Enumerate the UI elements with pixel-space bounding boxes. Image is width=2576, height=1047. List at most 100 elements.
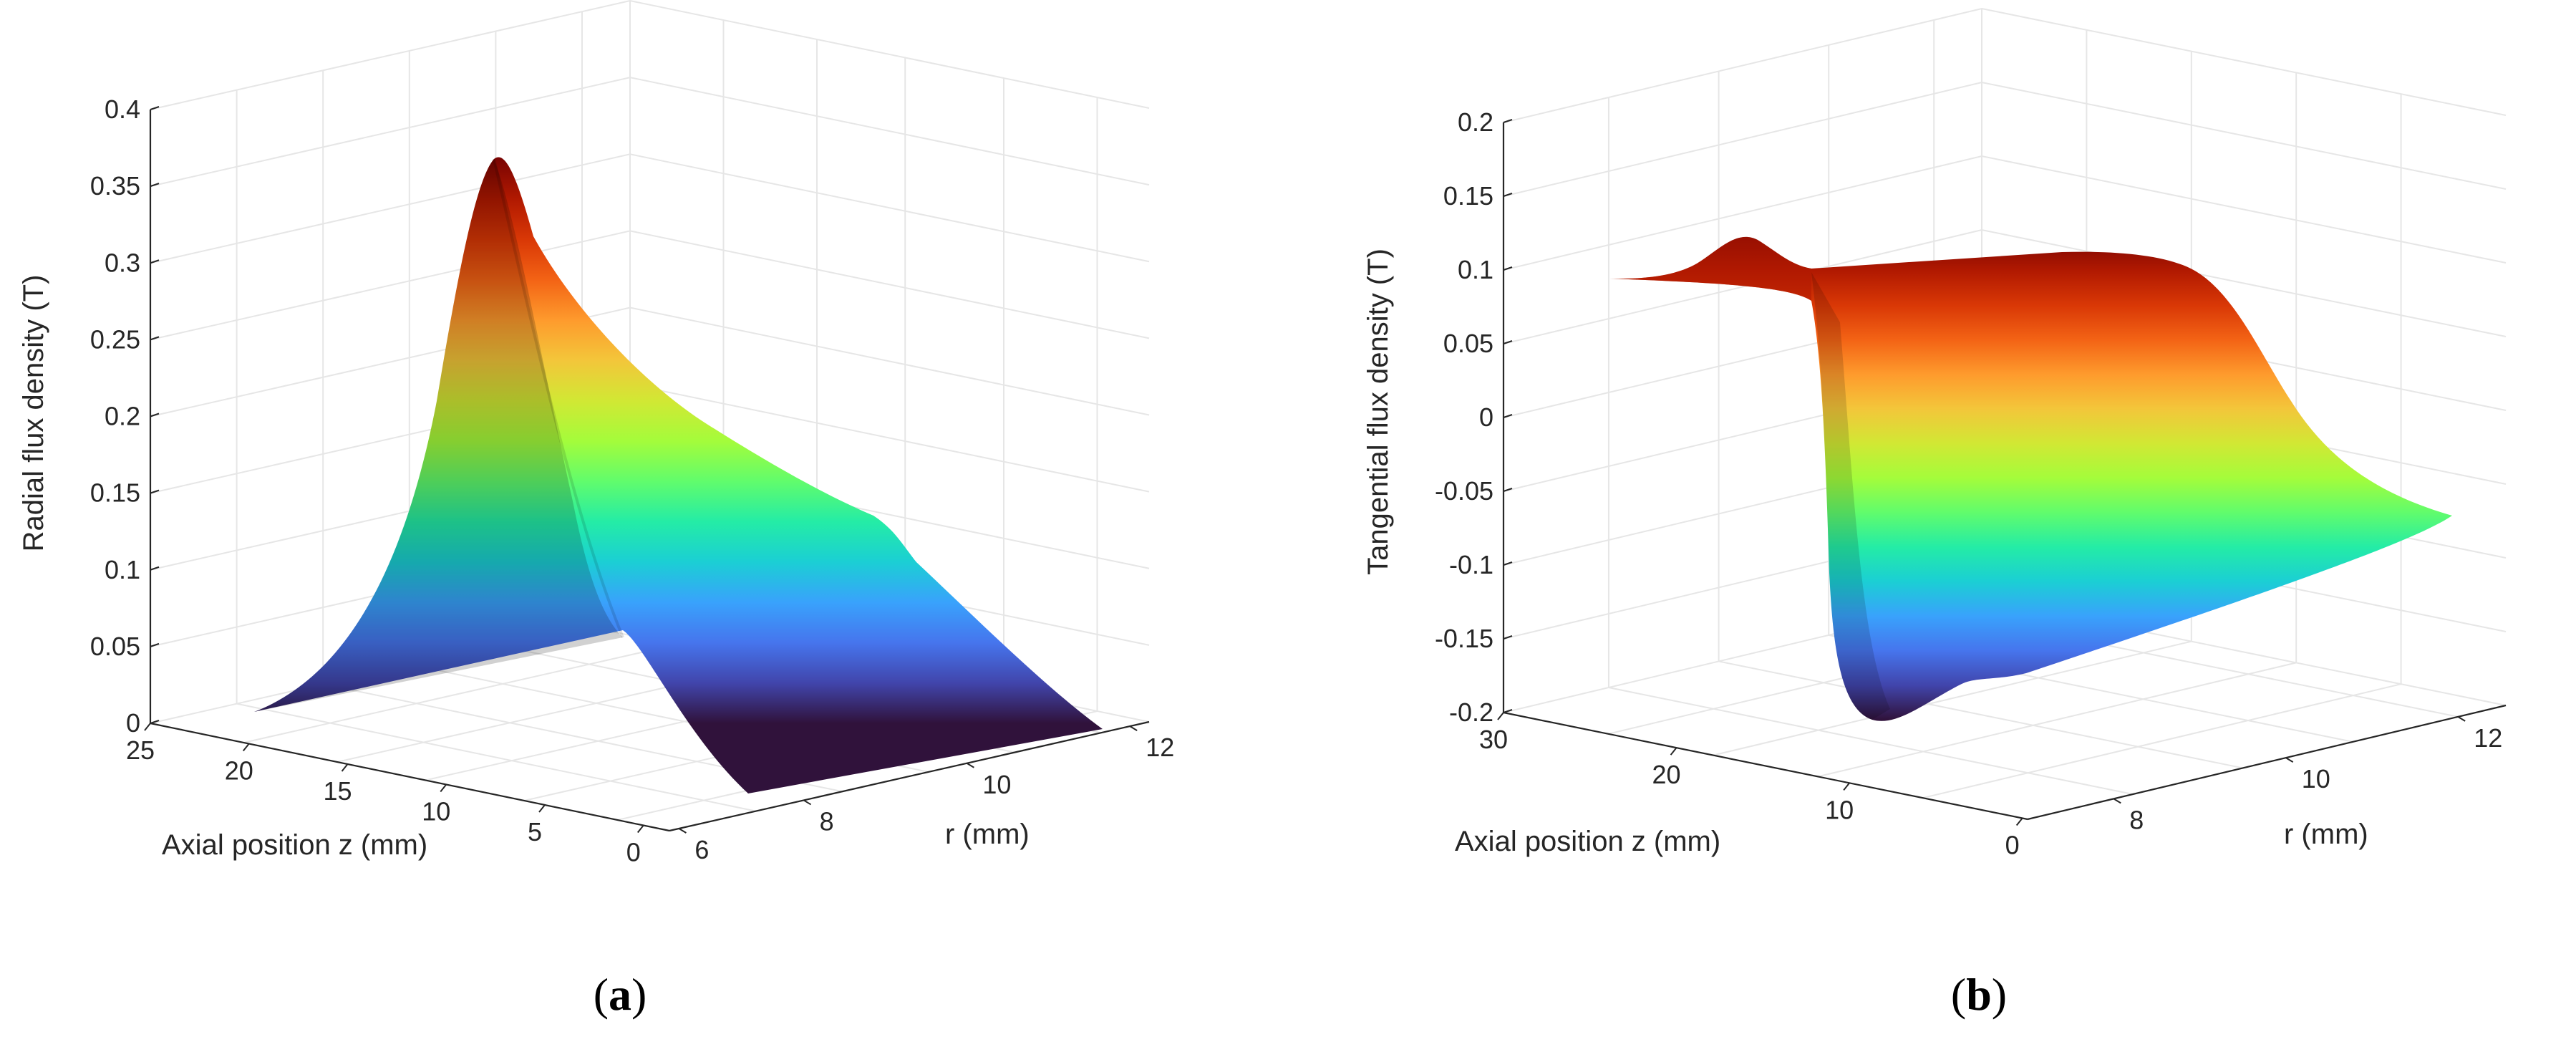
surface-face-b: [1609, 236, 2452, 721]
z-tick-mark: [1503, 119, 1513, 123]
z-tick-mark: [1503, 193, 1513, 197]
grid-line-y-floor: [1922, 683, 2401, 799]
x-axis-line: [1503, 711, 2028, 821]
z-tick-mark: [1503, 561, 1513, 566]
z-tick-mark: [150, 720, 160, 724]
y-axis-label-b: r (mm): [2284, 819, 2368, 850]
z-tick-mark: [150, 489, 160, 494]
x-tick-label: 30: [1479, 725, 1508, 754]
panel-label-b: (b): [1951, 969, 2007, 1020]
grid-line-z: [1503, 81, 2507, 197]
y-tick-mark: [2457, 716, 2466, 722]
x-tick-mark: [1843, 782, 1850, 791]
grid-line-y-floor: [1817, 662, 2297, 778]
y-tick-mark: [2113, 798, 2121, 804]
z-tick-mark: [150, 566, 160, 571]
chart-panel-b: -0.2 -0.15 -0.1 -0.05 0 0.05 0.1 0.15 0.2 30 20 10…: [1362, 7, 2507, 1020]
z-tick-mark: [1503, 266, 1513, 271]
y-tick-label: 10: [982, 770, 1011, 799]
x-tick-label: 0: [626, 838, 641, 867]
y-tick-mark: [966, 762, 974, 768]
z-tick-label: 0.2: [105, 402, 140, 431]
y-tick-label: 6: [694, 835, 709, 864]
x-tick-mark: [440, 783, 447, 793]
y-tick-mark: [678, 828, 687, 834]
surface-shade-a: [254, 159, 623, 712]
z-tick-label: 0.35: [90, 171, 140, 201]
z-ticks-a: 0 0.05 0.1 0.15 0.2 0.25 0.3 0.35 0.4: [90, 95, 160, 738]
y-tick-mark: [2285, 757, 2294, 763]
z-tick-mark: [150, 412, 160, 418]
y-tick-label: 8: [820, 806, 834, 836]
x-axis-label-b: Axial position z (mm): [1455, 826, 1720, 857]
grid-line-x-floor: [1718, 660, 2243, 769]
z-tick-mark: [150, 336, 160, 341]
z-tick-label: 0.15: [1443, 181, 1493, 211]
grid-line-z: [150, 77, 1150, 188]
z-tick-label: 0.05: [90, 632, 140, 661]
surface-a: [254, 157, 1103, 794]
z-tick-mark: [1503, 635, 1513, 640]
grid-line-x-floor: [236, 703, 756, 812]
x-axis-line: [150, 722, 670, 832]
z-tick-mark: [150, 642, 160, 647]
x-tick-label: 5: [528, 817, 542, 846]
x-tick-label: 10: [422, 797, 450, 826]
z-tick-mark: [1503, 340, 1513, 344]
y-axis-label-a: r (mm): [945, 819, 1030, 850]
x-tick-label: 0: [2005, 831, 2020, 860]
surface-ridge-a: [493, 158, 624, 638]
x-ticks-a: 25 20 15 10 5 0: [126, 723, 644, 867]
x-tick-mark: [341, 763, 349, 772]
y-ticks-b: 8 10 12: [2113, 716, 2502, 834]
y-tick-label: 12: [1146, 733, 1174, 762]
z-tick-mark: [150, 259, 160, 264]
grid-line-y-floor: [1713, 640, 2192, 756]
z-tick-label: -0.1: [1449, 550, 1493, 579]
z-tick-mark: [1503, 709, 1513, 713]
grid-line-z: [1503, 155, 2507, 271]
surface-b: [1609, 236, 2452, 721]
y-tick-label: 8: [2129, 805, 2144, 834]
z-tick-label: -0.15: [1435, 624, 1493, 653]
z-tick-label: 0.1: [105, 555, 140, 584]
x-tick-mark: [144, 723, 151, 731]
z-tick-label: -0.2: [1449, 698, 1493, 727]
surface-back-ridge-b: [1609, 236, 1811, 301]
grid-line-z: [1503, 7, 2507, 123]
y-tick-label: 12: [2474, 723, 2502, 753]
z-tick-label: 0.05: [1443, 329, 1493, 358]
x-tick-label: 20: [225, 756, 253, 786]
x-tick-mark: [242, 743, 250, 752]
x-tick-mark: [636, 824, 644, 834]
y-tick-mark: [1129, 725, 1138, 731]
surface-face-a: [254, 157, 1103, 794]
x-tick-label: 20: [1652, 760, 1681, 789]
z-ticks-b: -0.2 -0.15 -0.1 -0.05 0 0.05 0.1 0.15 0.2: [1435, 107, 1513, 727]
panel-label-a: (a): [594, 969, 647, 1020]
z-tick-label: 0.2: [1458, 107, 1493, 137]
y-axis-line: [2027, 704, 2507, 821]
z-tick-mark: [150, 183, 160, 188]
grid-line-x-floor: [1608, 687, 2134, 795]
z-axis-label-b: Tangential flux density (T): [1362, 249, 1394, 575]
z-tick-mark: [150, 106, 160, 110]
y-axis-line: [669, 720, 1150, 832]
z-tick-label: -0.05: [1435, 476, 1493, 506]
z-tick-label: 0: [126, 708, 140, 738]
chart-panel-a: 0 0.05 0.1 0.15 0.2 0.25 0.3 0.35 0.4 25 20 15 10 5 0…: [18, 0, 1174, 1020]
surface-shade-b: [1811, 272, 1890, 720]
x-axis-label-a: Axial position z (mm): [162, 829, 427, 861]
grid-line-z: [150, 0, 1150, 110]
z-axis-label-a: Radial flux density (T): [18, 275, 49, 552]
z-tick-label: 0.1: [1458, 255, 1493, 284]
z-tick-label: 0.15: [90, 478, 140, 508]
z-tick-mark: [1503, 414, 1513, 418]
z-tick-mark: [1503, 488, 1513, 492]
panel-letter-a: a: [609, 969, 631, 1020]
x-tick-label: 10: [1825, 795, 1854, 824]
x-ticks-b: 30 20 10 0: [1479, 712, 2023, 860]
grid-line-z: [150, 230, 1150, 341]
x-tick-label: 25: [126, 735, 155, 765]
x-tick-mark: [2015, 817, 2023, 826]
